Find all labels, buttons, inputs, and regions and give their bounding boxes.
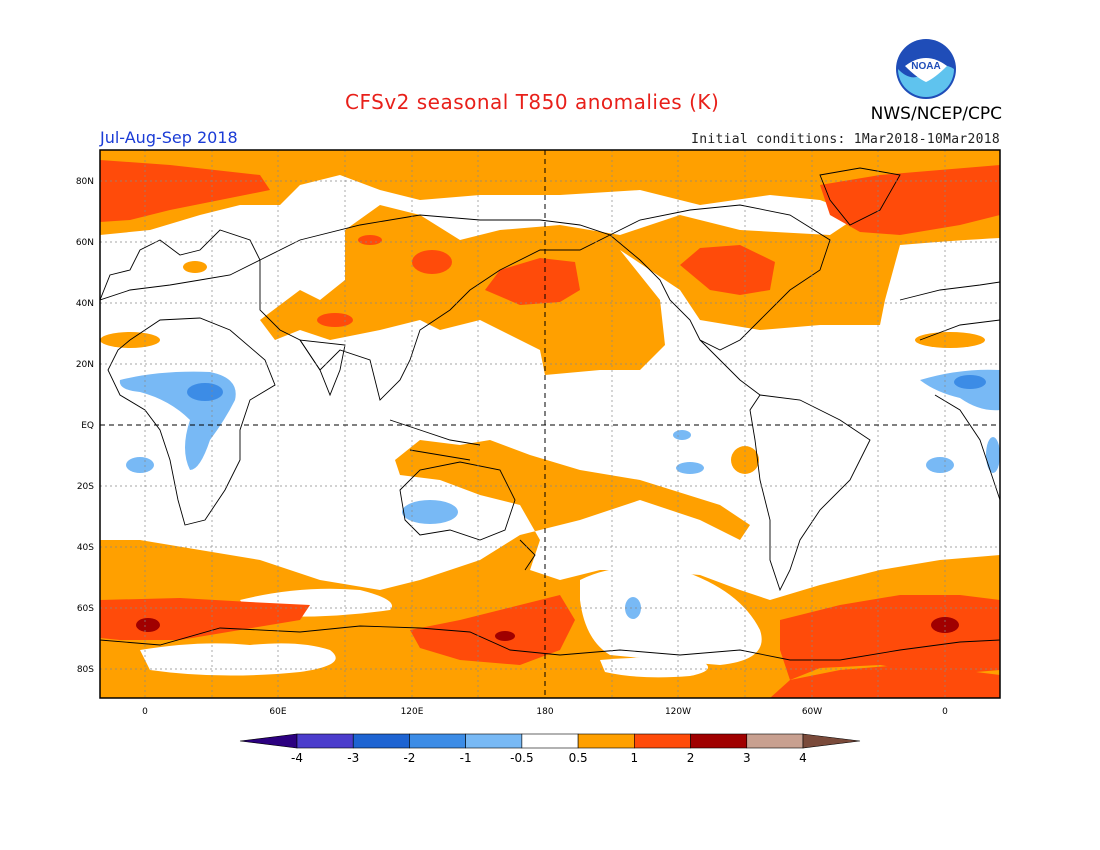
lon-label: 180	[536, 707, 553, 717]
graticule	[100, 150, 1000, 698]
colorbar-label: 4	[799, 751, 807, 765]
lat-label: 40S	[77, 543, 94, 553]
forecast-period: Jul-Aug-Sep 2018	[100, 128, 238, 147]
lat-label: 20S	[77, 482, 94, 492]
reference-lines	[100, 150, 1000, 698]
lat-label: 80S	[77, 665, 94, 675]
initial-conditions: Initial conditions: 1Mar2018-10Mar2018	[691, 132, 1000, 147]
lat-label: 60N	[76, 238, 94, 248]
svg-text:NOAA: NOAA	[911, 61, 940, 72]
lat-label: 40N	[76, 299, 94, 309]
colorbar-swatch	[239, 733, 298, 749]
agency-label: NWS/NCEP/CPC	[870, 104, 1002, 124]
lon-label: 120W	[665, 707, 691, 717]
anomaly-neg1-2	[187, 375, 986, 401]
lat-label: 60S	[77, 604, 94, 614]
colorbar-swatch	[296, 733, 354, 749]
lat-label: 80N	[76, 177, 94, 187]
lon-label: 60E	[269, 707, 286, 717]
lon-label: 0	[942, 707, 948, 717]
colorbar-label: -4	[291, 751, 303, 765]
colorbar-swatch	[409, 733, 466, 749]
lon-label: 0	[142, 707, 148, 717]
colorbar-swatch	[746, 733, 804, 749]
colorbar-label: -1	[460, 751, 472, 765]
map-frame	[99, 149, 1001, 699]
coastlines	[100, 167, 1000, 661]
lat-label: EQ	[81, 421, 94, 431]
colorbar-label: 1	[631, 751, 639, 765]
noaa-logo: NOAA	[896, 39, 956, 99]
colorbar-swatch	[521, 733, 579, 749]
lon-label: 120E	[401, 707, 424, 717]
colorbar-label: 0.5	[569, 751, 588, 765]
anomaly-neutral-holes	[140, 566, 762, 678]
colorbar-swatch	[465, 733, 523, 749]
colorbar-swatch	[802, 733, 861, 749]
lat-label: 20N	[76, 360, 94, 370]
colorbar-swatch	[690, 733, 748, 749]
colorbar-label: 3	[743, 751, 751, 765]
map-title: CFSv2 seasonal T850 anomalies (K)	[345, 90, 720, 114]
colorbar-label: -0.5	[510, 751, 533, 765]
colorbar-swatch	[634, 733, 691, 749]
colorbar-label: -3	[347, 751, 359, 765]
lon-labels: 0 60E 120E 180 120W 60W 0	[142, 707, 948, 717]
lon-label: 60W	[802, 707, 822, 717]
colorbar-swatch	[352, 733, 410, 749]
colorbar-label: -2	[403, 751, 415, 765]
colorbar-label: 2	[687, 751, 695, 765]
lat-labels: 80N 60N 40N 20N EQ 20S 40S 60S 80S	[76, 177, 94, 675]
colorbar-swatch	[577, 733, 635, 749]
colorbar: -4 -3 -2 -1 -0.5 0.5 1 2 3 4	[239, 733, 861, 765]
